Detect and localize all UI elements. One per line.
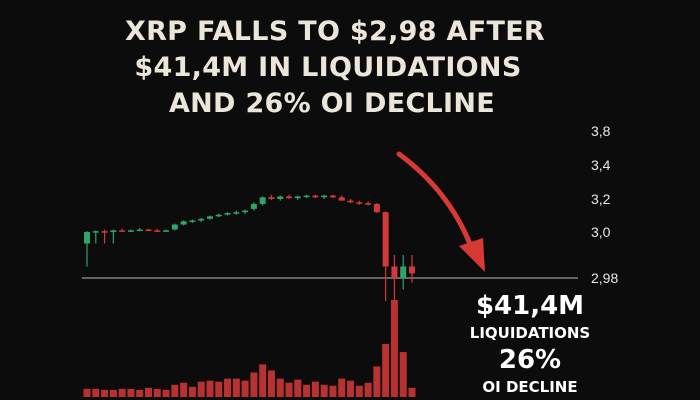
y-axis-ticks: 3,8 3,4 3,2 3,0 2,98 — [591, 123, 618, 286]
candle-up — [198, 218, 205, 221]
candle-down — [356, 202, 363, 204]
candle-up — [215, 214, 222, 217]
volume-bar — [399, 352, 407, 397]
volume-bar — [259, 364, 267, 397]
candle-up — [242, 210, 249, 213]
volume-bars — [83, 300, 416, 397]
candle-up — [277, 196, 284, 199]
candle-up — [171, 224, 178, 230]
candle-up — [127, 230, 134, 232]
candle-up — [180, 221, 187, 225]
candle-down — [347, 200, 354, 203]
y-tick-label: 3,4 — [591, 157, 611, 173]
headline-line-2: $41,4M IN LIQUIDATIONS — [134, 52, 522, 83]
volume-bar — [92, 388, 100, 397]
candle-up — [92, 231, 99, 233]
candle-up — [163, 230, 170, 232]
candle-down — [145, 229, 152, 232]
volume-bar — [83, 388, 91, 397]
volume-bar — [232, 378, 240, 397]
volume-bar — [224, 378, 232, 397]
volume-bar — [347, 380, 355, 397]
y-tick-label: 3,8 — [591, 123, 611, 139]
candle-down — [329, 195, 336, 198]
candle-up — [294, 196, 301, 199]
candle-down — [154, 230, 161, 232]
y-tick-label: 3,2 — [591, 191, 611, 207]
candle-down — [409, 266, 415, 274]
headline-line-1: XRP FALLS TO $2,98 AFTER — [124, 16, 546, 47]
volume-bar — [206, 380, 214, 397]
candle-up — [136, 229, 143, 232]
volume-bar — [127, 388, 135, 397]
volume-bar — [250, 372, 258, 397]
volume-bar — [294, 379, 302, 397]
volume-bar — [320, 384, 328, 397]
volume-bar — [373, 366, 381, 397]
drop-arrow-head — [459, 238, 485, 272]
volume-bar — [355, 385, 363, 397]
volume-bar — [276, 378, 284, 397]
candle-down — [312, 195, 319, 198]
candle-up — [189, 220, 196, 222]
volume-bar — [408, 387, 416, 397]
volume-bar — [171, 384, 179, 397]
volume-bar — [153, 388, 161, 397]
volume-bar — [329, 385, 337, 397]
candle-up — [259, 197, 266, 204]
candle-down — [338, 197, 345, 201]
y-tick-label: 3,0 — [591, 224, 611, 240]
volume-bar — [101, 389, 109, 397]
volume-bar — [136, 389, 144, 397]
candle-down — [382, 212, 389, 267]
candle-up — [224, 213, 231, 215]
volume-bar — [241, 380, 249, 397]
volume-bar — [188, 386, 196, 397]
volume-bar — [382, 343, 390, 397]
oi-label: OI DECLINE — [482, 378, 578, 396]
candle-down — [119, 230, 126, 232]
candle-down — [391, 266, 398, 278]
volume-bar — [285, 382, 293, 397]
volume-bar — [338, 378, 346, 397]
volume-bar — [180, 382, 188, 397]
candle-down — [268, 197, 275, 199]
candle-up — [321, 195, 328, 198]
volume-bar — [162, 389, 170, 397]
drop-arrow — [396, 151, 485, 272]
volume-bar — [303, 384, 311, 397]
volume-bar — [197, 381, 205, 397]
candle-up — [303, 195, 310, 198]
liquidations-value: $41,4M — [475, 291, 585, 321]
candle-down — [286, 196, 293, 199]
oi-value: 26% — [498, 345, 562, 375]
candle-up — [233, 212, 240, 214]
headline-line-3: AND 26% OI DECLINE — [168, 88, 496, 119]
liquidations-label: LIQUIDATIONS — [469, 324, 591, 342]
candlesticks — [84, 194, 415, 301]
candle-up — [206, 216, 213, 219]
candle-up — [84, 232, 90, 244]
volume-bar — [109, 389, 117, 397]
stats-callout: $41,4M LIQUIDATIONS 26% OI DECLINE — [430, 290, 630, 398]
y-tick-label: 2,98 — [591, 270, 618, 286]
drop-arrow-shaft — [396, 151, 473, 247]
candle-down — [101, 231, 108, 233]
volume-bar — [364, 382, 372, 397]
candle-down — [365, 203, 372, 205]
headline: XRP FALLS TO $2,98 AFTER $41,4M IN LIQUI… — [0, 14, 700, 122]
candle-down — [373, 203, 380, 213]
candle-up — [110, 230, 117, 232]
volume-bar — [144, 387, 152, 397]
volume-bar — [215, 381, 223, 397]
volume-bar — [118, 388, 126, 397]
volume-bar — [267, 370, 275, 397]
volume-bar — [390, 300, 398, 397]
candle-up — [400, 266, 407, 278]
volume-bar — [311, 381, 319, 397]
candle-up — [250, 203, 257, 209]
